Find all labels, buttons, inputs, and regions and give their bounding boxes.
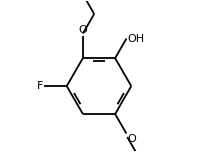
- Text: OH: OH: [128, 34, 145, 44]
- Text: F: F: [37, 81, 43, 91]
- Text: O: O: [127, 134, 136, 144]
- Text: O: O: [78, 25, 87, 35]
